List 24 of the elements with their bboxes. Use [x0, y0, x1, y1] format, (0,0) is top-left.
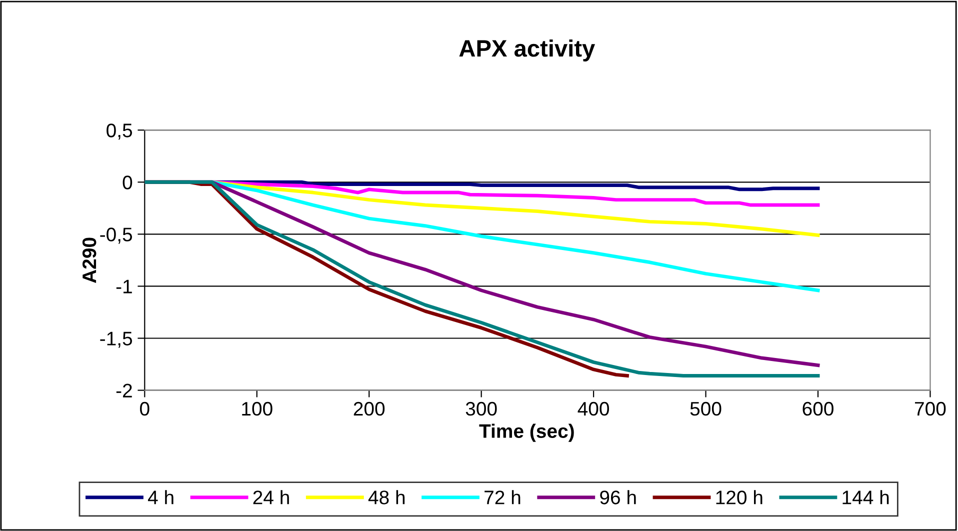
- x-tick-label: 300: [466, 402, 497, 416]
- legend-label: 144 h: [842, 490, 889, 504]
- y-tick-label: -1,5: [100, 332, 132, 348]
- x-tick-label: 200: [354, 402, 385, 416]
- y-axis-title: A290: [82, 238, 96, 283]
- x-tick-label: 600: [802, 402, 834, 416]
- y-tick-label: -1: [116, 280, 132, 294]
- x-axis-title: Time (sec): [479, 424, 574, 442]
- legend-label: 72 h: [484, 490, 520, 504]
- x-tick-label: 700: [914, 402, 946, 416]
- legend-label: 48 h: [368, 490, 405, 504]
- legend-label: 4 h: [148, 490, 174, 504]
- legend-label: 24 h: [253, 490, 289, 504]
- y-tick-label: -0,5: [100, 228, 132, 244]
- chart-title: APX activity: [459, 39, 596, 62]
- y-tick-label: 0,5: [106, 124, 132, 140]
- y-tick-label: 0: [122, 176, 132, 190]
- x-tick-label: 500: [690, 402, 722, 416]
- legend-label: 120 h: [716, 490, 762, 504]
- y-tick-label: -2: [116, 384, 132, 398]
- x-tick-label: 400: [578, 402, 610, 416]
- x-tick-label: 100: [242, 402, 272, 416]
- x-tick-label: 0: [140, 402, 150, 416]
- legend-label: 96 h: [600, 490, 636, 504]
